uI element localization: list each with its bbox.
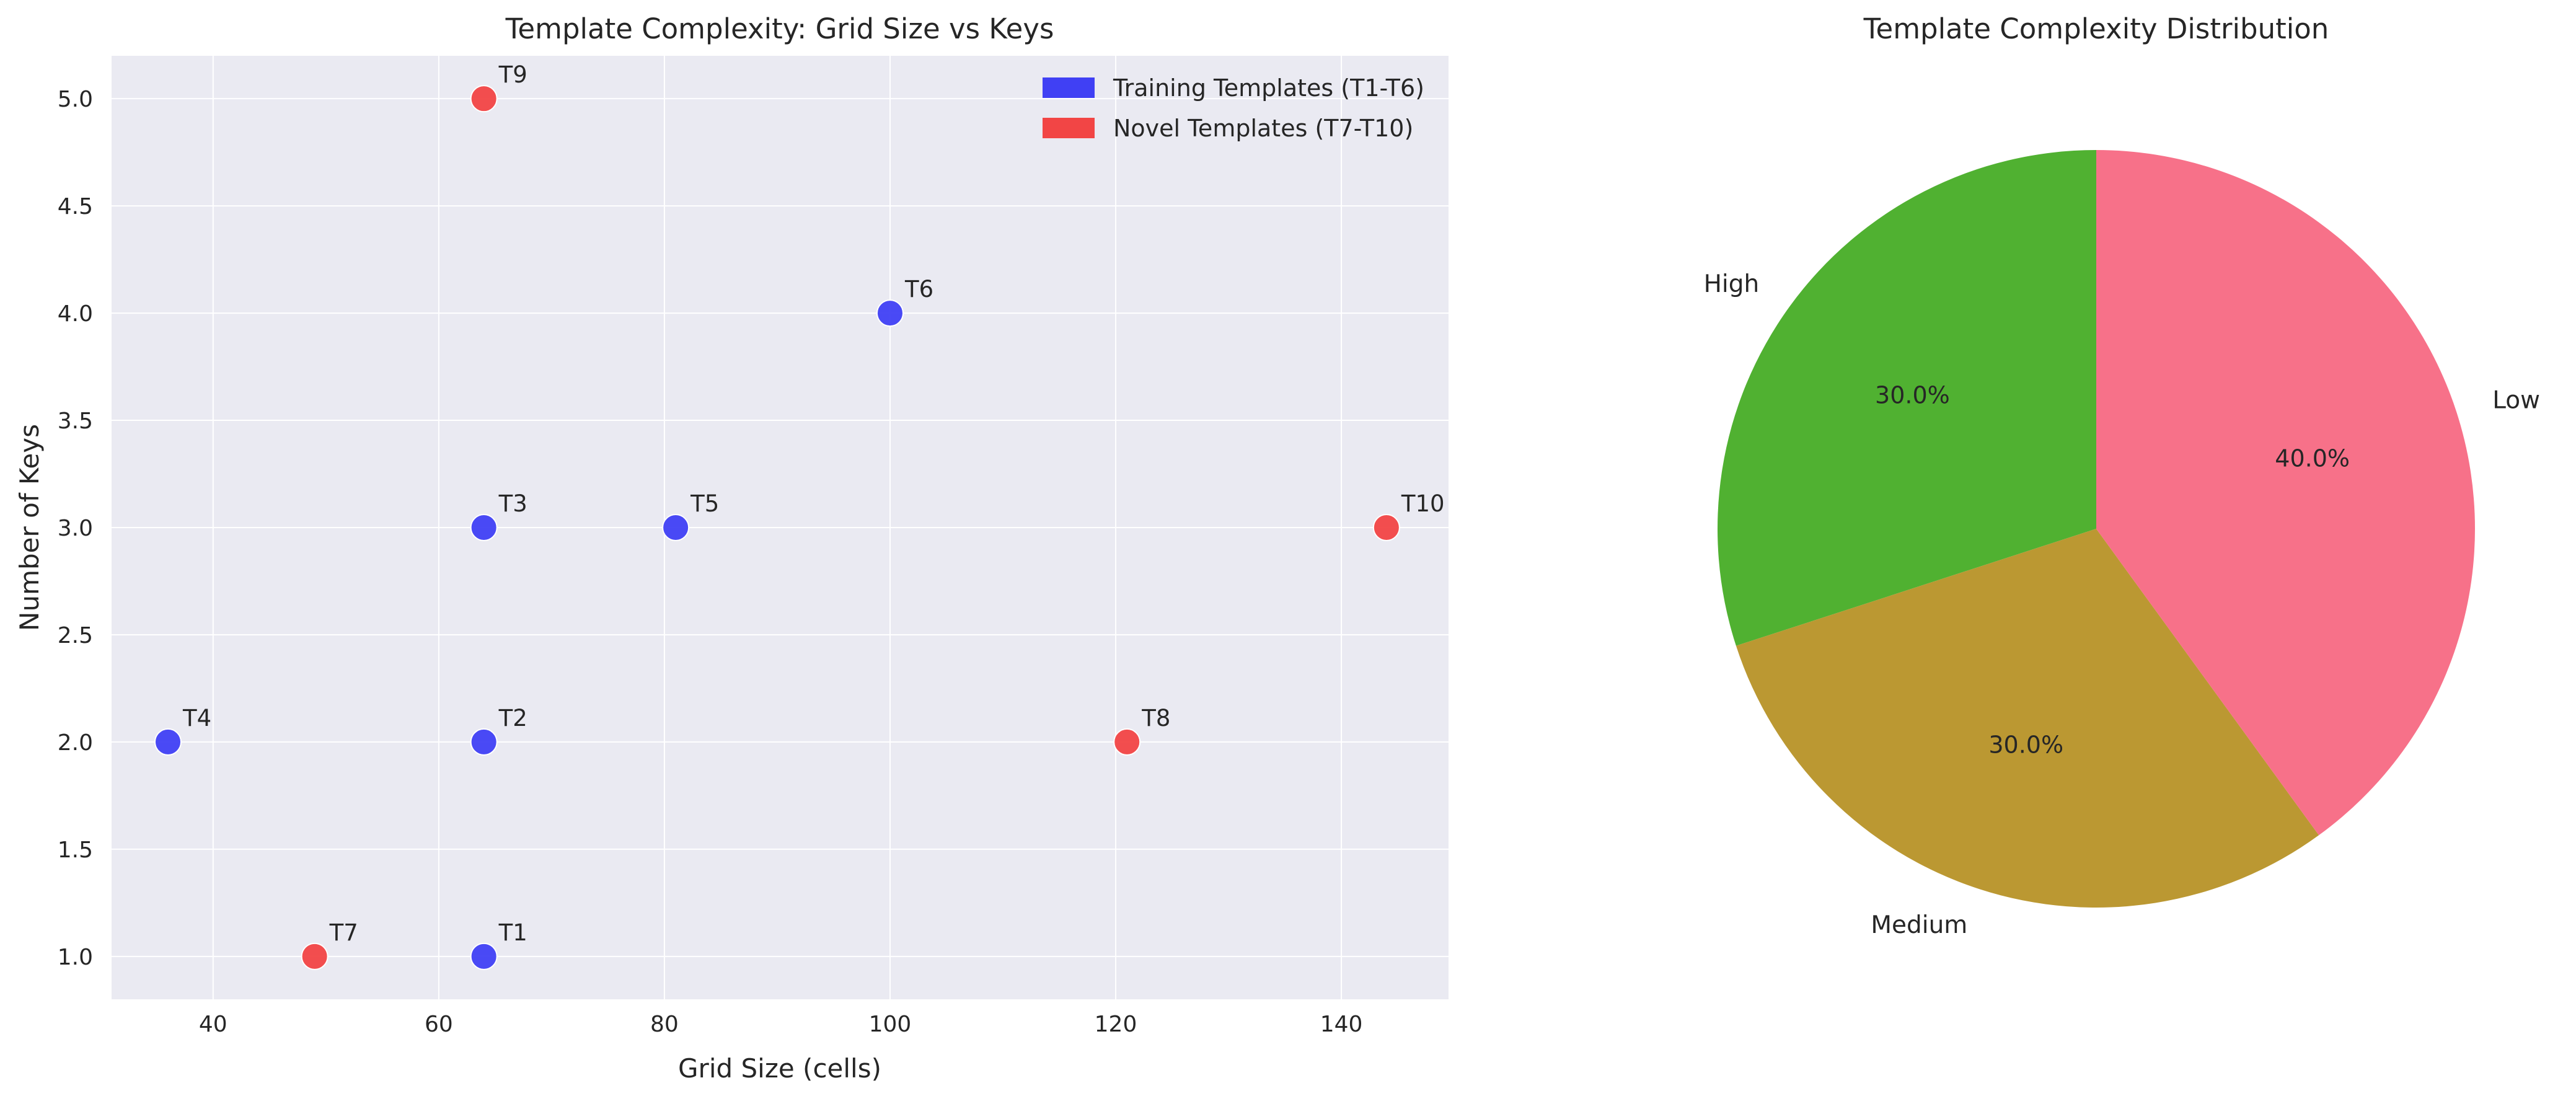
scatter-point-t8 bbox=[1113, 728, 1141, 756]
scatter-panel: 40 60 80 100 120 140 1.0 1.5 2.0 2.5 3.0 3.5 4.0 4.5… bbox=[14, 12, 1449, 1084]
y-tick-label: 1.5 bbox=[58, 837, 93, 863]
legend-label-training: Training Templates (T1-T6) bbox=[1113, 74, 1424, 102]
scatter-point-t3 bbox=[470, 514, 498, 541]
scatter-point-t2 bbox=[470, 728, 498, 756]
x-tick-labels: 40 60 80 100 120 140 bbox=[199, 1012, 1363, 1037]
point-label-t5: T5 bbox=[690, 490, 719, 517]
y-tick-label: 3.0 bbox=[58, 516, 93, 541]
scatter-point-t4 bbox=[154, 728, 182, 756]
scatter-point-t6 bbox=[876, 299, 904, 327]
point-label-t7: T7 bbox=[329, 919, 358, 946]
x-axis-label: Grid Size (cells) bbox=[678, 1053, 881, 1084]
point-label-t9: T9 bbox=[498, 61, 527, 88]
pie-pct-high: 30.0% bbox=[1875, 382, 1950, 409]
scatter-title: Template Complexity: Grid Size vs Keys bbox=[505, 12, 1054, 45]
pie-panel: Template Complexity Distribution High 30.… bbox=[1704, 12, 2540, 939]
y-tick-labels: 1.0 1.5 2.0 2.5 3.0 3.5 4.0 4.5 5.0 bbox=[58, 87, 93, 970]
pie-label-low: Low bbox=[2492, 386, 2540, 414]
scatter-gridlines bbox=[112, 56, 1449, 999]
scatter-point-t10 bbox=[1372, 514, 1400, 541]
pie-slice-low bbox=[2096, 150, 2475, 836]
point-label-t1: T1 bbox=[498, 919, 527, 946]
point-label-t2: T2 bbox=[498, 705, 527, 731]
x-tick-label: 60 bbox=[425, 1012, 453, 1037]
y-tick-label: 4.0 bbox=[58, 301, 93, 327]
y-axis-label: Number of Keys bbox=[14, 424, 45, 631]
pie-label-medium: Medium bbox=[1871, 911, 1967, 939]
y-tick-label: 3.5 bbox=[58, 409, 93, 434]
point-label-t8: T8 bbox=[1141, 705, 1170, 731]
legend-swatch-training bbox=[1043, 77, 1095, 98]
x-tick-label: 140 bbox=[1320, 1012, 1363, 1037]
pie-slices bbox=[1717, 150, 2475, 908]
point-label-t6: T6 bbox=[904, 276, 933, 303]
scatter-point-t9 bbox=[470, 85, 498, 113]
y-tick-label: 2.5 bbox=[58, 623, 93, 648]
y-tick-label: 2.0 bbox=[58, 730, 93, 756]
pie-pct-low: 40.0% bbox=[2275, 445, 2350, 472]
x-tick-label: 80 bbox=[650, 1012, 679, 1037]
scatter-point-t7 bbox=[301, 942, 329, 970]
point-label-t10: T10 bbox=[1401, 490, 1445, 517]
pie-labels: High 30.0% Medium 30.0% Low 40.0% bbox=[1704, 270, 2540, 939]
legend-swatch-novel bbox=[1043, 118, 1095, 138]
pie-slice-high bbox=[1717, 150, 2096, 646]
pie-pct-medium: 30.0% bbox=[1988, 731, 2063, 759]
scatter-points: T1 T2 T3 T4 T5 T6 T7 T8 T9 T10 bbox=[154, 61, 1445, 970]
scatter-point-t5 bbox=[662, 514, 690, 541]
y-tick-label: 4.5 bbox=[58, 194, 93, 219]
pie-slice-medium bbox=[1736, 529, 2319, 908]
y-tick-label: 1.0 bbox=[58, 945, 93, 970]
y-tick-label: 5.0 bbox=[58, 87, 93, 112]
legend: Training Templates (T1-T6) Novel Templat… bbox=[1043, 74, 1424, 142]
x-tick-label: 100 bbox=[869, 1012, 912, 1037]
point-label-t3: T3 bbox=[498, 490, 527, 517]
x-tick-label: 40 bbox=[199, 1012, 227, 1037]
legend-label-novel: Novel Templates (T7-T10) bbox=[1113, 115, 1413, 142]
pie-title: Template Complexity Distribution bbox=[1863, 12, 2329, 45]
x-tick-label: 120 bbox=[1095, 1012, 1137, 1037]
point-label-t4: T4 bbox=[182, 705, 211, 731]
pie-label-high: High bbox=[1704, 270, 1760, 298]
scatter-point-t1 bbox=[470, 942, 498, 970]
